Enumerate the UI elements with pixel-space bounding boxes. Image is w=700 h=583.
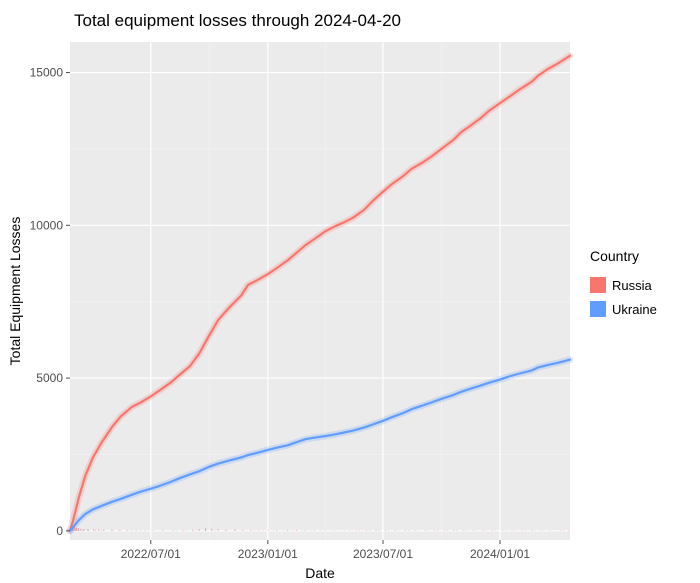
legend-swatch-russia xyxy=(590,277,606,293)
legend-label-russia: Russia xyxy=(612,278,653,293)
y-tick-label: 10000 xyxy=(30,218,64,232)
legend-swatch-ukraine xyxy=(590,301,606,317)
legend-title: Country xyxy=(590,248,639,264)
plot-panel xyxy=(70,42,570,540)
x-tick-label: 2022/07/01 xyxy=(121,547,181,561)
x-tick-label: 2024/01/01 xyxy=(470,547,530,561)
y-axis-title: Total Equipment Losses xyxy=(7,217,23,366)
chart-title: Total equipment losses through 2024-04-2… xyxy=(74,11,401,30)
y-tick-label: 5000 xyxy=(36,371,63,385)
x-tick-label: 2023/01/01 xyxy=(238,547,298,561)
y-tick-label: 0 xyxy=(56,524,63,538)
x-tick-label: 2023/07/01 xyxy=(353,547,413,561)
y-tick-label: 15000 xyxy=(30,66,64,80)
chart-svg: 0 5000 10000 15000 2022/07/01 2023/01/01 2023/… xyxy=(0,0,700,583)
legend-label-ukraine: Ukraine xyxy=(612,302,657,317)
chart-container: 0 5000 10000 15000 2022/07/01 2023/01/01 2023/… xyxy=(0,0,700,583)
x-axis-title: Date xyxy=(305,565,335,581)
